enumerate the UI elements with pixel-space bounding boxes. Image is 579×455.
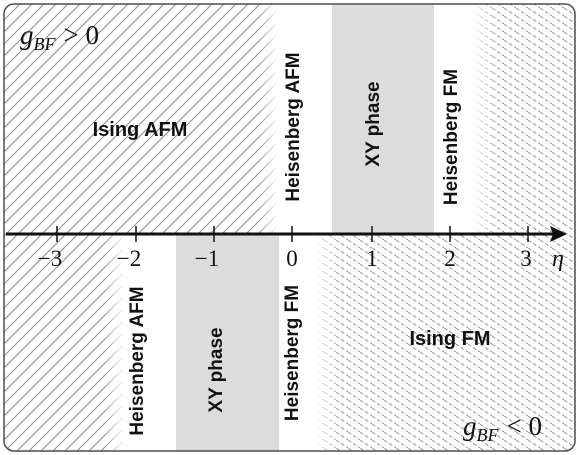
condition-lower: gBF < 0 xyxy=(463,411,542,445)
label-lower-xy-phase: XY phase xyxy=(206,327,227,412)
tick-label: 3 xyxy=(520,246,532,271)
tick-label: −1 xyxy=(195,246,219,271)
lower-fade-left xyxy=(104,234,126,451)
tick-label: −3 xyxy=(38,246,62,271)
frame xyxy=(3,3,576,452)
lower-hatch-left xyxy=(4,234,122,451)
label-lower-heisenberg-fm: Heisenberg FM xyxy=(282,285,303,421)
eta-axis-arrow xyxy=(550,226,567,242)
upper-ising-afm-region xyxy=(4,4,276,234)
upper-heisenberg-fm-band xyxy=(434,4,474,234)
tick-label: 1 xyxy=(366,246,378,271)
condition-lower-relation: < 0 xyxy=(507,411,542,441)
lower-xy-band xyxy=(176,234,279,451)
condition-upper-relation: > 0 xyxy=(64,20,99,50)
tick-labels: −3 −2 −1 0 1 2 3 xyxy=(38,246,532,271)
condition-lower-symbol: g xyxy=(463,411,477,441)
condition-upper-subscript: BF xyxy=(34,34,57,54)
axis-ticks xyxy=(56,226,529,242)
label-upper-xy-phase: XY phase xyxy=(363,81,384,166)
label-ising-fm: Ising FM xyxy=(409,328,490,350)
upper-heisenberg-afm-band xyxy=(276,4,332,234)
lower-heisenberg-fm-band xyxy=(279,234,317,451)
tick-label: −2 xyxy=(117,246,141,271)
lower-heisenberg-afm-band xyxy=(122,234,176,451)
label-lower-heisenberg-afm: Heisenberg AFM xyxy=(127,286,148,435)
lower-fade-right xyxy=(313,234,339,451)
condition-lower-subscript: BF xyxy=(477,425,500,445)
tick-label: 0 xyxy=(286,246,298,271)
condition-upper: gBF > 0 xyxy=(20,20,99,54)
tick-label: 2 xyxy=(444,246,456,271)
lower-ising-fm-region xyxy=(317,234,575,451)
label-upper-heisenberg-afm: Heisenberg AFM xyxy=(283,52,304,201)
upper-fade-right xyxy=(470,4,498,234)
label-upper-heisenberg-fm: Heisenberg FM xyxy=(441,69,462,205)
axis-label-eta: η xyxy=(552,246,564,272)
upper-xy-band xyxy=(332,4,434,234)
upper-fade-left xyxy=(258,4,280,234)
condition-upper-symbol: g xyxy=(20,20,34,50)
label-ising-afm: Ising AFM xyxy=(93,119,188,141)
